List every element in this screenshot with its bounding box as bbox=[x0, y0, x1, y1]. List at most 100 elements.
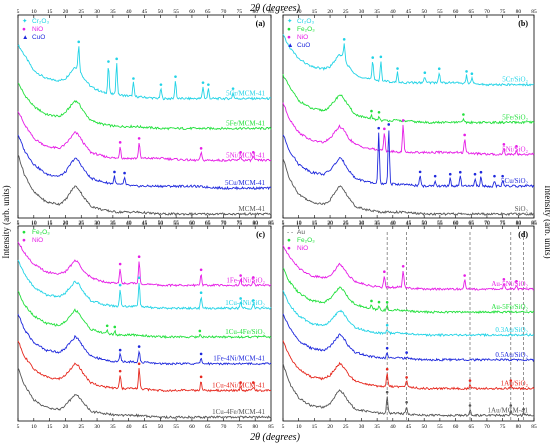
peak-marker bbox=[437, 67, 441, 71]
x-tick-label: 50 bbox=[158, 424, 164, 430]
x-tick-label: 30 bbox=[94, 221, 100, 227]
peak-marker bbox=[159, 83, 163, 86]
x-tick-label: 75 bbox=[500, 424, 506, 430]
x-tick-label: 40 bbox=[126, 424, 132, 430]
x-tick-label: 25 bbox=[79, 220, 85, 226]
x-tick-label: 85 bbox=[531, 424, 537, 430]
series-label: 1Cu-4Fe/SiO₂ bbox=[225, 328, 265, 336]
x-tick-label: 40 bbox=[126, 9, 132, 15]
peak-marker bbox=[198, 329, 202, 333]
x-tick-label: 65 bbox=[205, 221, 211, 227]
legend-label: Fe₂O₃ bbox=[297, 26, 315, 33]
x-tick-label: 20 bbox=[327, 220, 333, 226]
panel-b: 5510101515202025253030353540404545505055… bbox=[282, 9, 537, 227]
x-tick-label: 15 bbox=[47, 9, 53, 15]
series-line bbox=[282, 313, 535, 362]
x-tick-label: 55 bbox=[173, 424, 179, 430]
x-tick-label: 40 bbox=[390, 221, 396, 227]
peak-marker bbox=[113, 325, 117, 329]
x-tick-label: 15 bbox=[312, 424, 318, 430]
x-tick-label: 30 bbox=[359, 9, 365, 15]
panel-d: 5510101515202025253030353540404545505055… bbox=[282, 220, 537, 430]
x-tick-label: 85 bbox=[268, 9, 274, 15]
x-tick-label: 75 bbox=[500, 9, 506, 15]
legend-label: CuO bbox=[32, 34, 45, 41]
x-tick-label: 60 bbox=[453, 220, 459, 226]
series-line bbox=[282, 340, 535, 391]
x-tick-label: 70 bbox=[484, 424, 490, 430]
series-line bbox=[282, 245, 535, 291]
x-tick-label: 70 bbox=[221, 220, 227, 226]
peak-marker bbox=[385, 323, 389, 327]
series-au-5fe-sio2: Au-5Fe/SiO₂ bbox=[282, 267, 535, 315]
x-tick-label: 20 bbox=[327, 9, 333, 15]
peak-marker bbox=[199, 375, 203, 379]
x-tick-label: 15 bbox=[312, 220, 318, 226]
x-tick-label: 25 bbox=[79, 9, 85, 15]
series-line bbox=[282, 34, 535, 87]
x-tick-label: 10 bbox=[31, 220, 37, 226]
legend-symbol: ● bbox=[22, 237, 26, 244]
x-tick-label: 10 bbox=[296, 221, 302, 227]
peak-marker bbox=[107, 60, 110, 63]
legend-symbol: ● bbox=[287, 34, 291, 41]
peak-marker bbox=[383, 270, 386, 274]
peak-marker bbox=[385, 300, 389, 304]
series-line bbox=[17, 313, 272, 366]
series-label: 1Fe-4Ni/MCM-41 bbox=[213, 355, 265, 363]
series-label: 0.3Au/SiO₂ bbox=[495, 326, 528, 334]
peak-marker bbox=[239, 274, 242, 277]
peak-marker bbox=[501, 174, 504, 178]
x-tick-label: 25 bbox=[343, 221, 349, 227]
x-tick-label: 50 bbox=[421, 220, 427, 226]
peak-marker bbox=[418, 170, 422, 174]
x-tick-label: 65 bbox=[469, 424, 475, 430]
peak-marker bbox=[239, 151, 242, 154]
peak-marker bbox=[515, 279, 518, 283]
series-label: Au-5Ni/SiO₂ bbox=[491, 280, 528, 288]
x-tick-label: 40 bbox=[390, 9, 396, 15]
left-y-axis-label: Intensity (arb. units) bbox=[1, 185, 11, 258]
x-tick-label: 20 bbox=[327, 221, 333, 227]
x-tick-label: 35 bbox=[110, 424, 116, 430]
peak-marker bbox=[462, 113, 465, 116]
series-label: 1Au/SiO₂ bbox=[501, 380, 529, 388]
series-5cu-sio2: 5Cu/SiO₂ bbox=[282, 123, 535, 189]
legend-symbol: - - bbox=[287, 229, 293, 236]
x-tick-label: 20 bbox=[63, 424, 69, 430]
legend-label: Cr₂O₃ bbox=[32, 18, 49, 25]
series-label: 1Au/MCM-41 bbox=[488, 406, 529, 414]
x-tick-label: 75 bbox=[500, 220, 506, 226]
series-line bbox=[17, 259, 272, 311]
x-tick-label: 80 bbox=[516, 220, 522, 226]
x-tick-label: 80 bbox=[516, 221, 522, 227]
x-tick-label: 45 bbox=[142, 424, 148, 430]
peak-marker bbox=[370, 299, 373, 303]
x-tick-label: 60 bbox=[189, 221, 195, 227]
peak-marker bbox=[423, 71, 427, 74]
x-tick-label: 55 bbox=[437, 220, 443, 226]
series-1cu-4ni-mcm-41: 1Cu-4Ni/MCM-41 bbox=[17, 340, 272, 393]
panel-a: 5510101515202025253030353540404545505055… bbox=[17, 9, 274, 227]
peak-marker bbox=[239, 297, 242, 300]
x-tick-label: 50 bbox=[158, 9, 164, 15]
series-1cu-4fe-mcm-41: 1Cu-4Fe/MCM-41 bbox=[17, 367, 272, 420]
x-tick-label: 75 bbox=[237, 221, 243, 227]
peak-marker bbox=[468, 404, 472, 407]
x-tick-label: 60 bbox=[453, 424, 459, 430]
peak-marker bbox=[385, 367, 389, 371]
peak-marker bbox=[465, 70, 468, 73]
peak-marker bbox=[502, 143, 506, 146]
right-y-axis-label: Intensity (arb. units) bbox=[543, 185, 550, 258]
series-1au-mcm-41: 1Au/MCM-41 bbox=[282, 363, 535, 418]
peak-marker bbox=[370, 109, 373, 113]
series-label: SiO₂ bbox=[515, 205, 529, 213]
peak-marker bbox=[458, 170, 462, 174]
series-line bbox=[282, 267, 535, 315]
x-tick-label: 80 bbox=[252, 424, 258, 430]
x-tick-label: 75 bbox=[500, 221, 506, 227]
series-line bbox=[17, 367, 272, 420]
x-tick-label: 50 bbox=[158, 220, 164, 226]
series-line bbox=[17, 134, 272, 191]
